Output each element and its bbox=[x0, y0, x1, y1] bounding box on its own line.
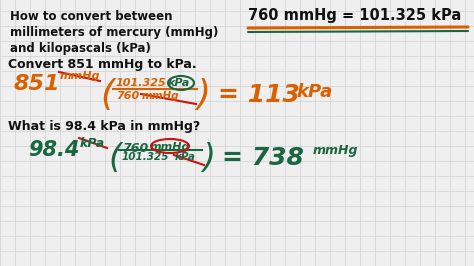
Text: 101.325: 101.325 bbox=[116, 78, 167, 88]
Text: 760 mmHg = 101.325 kPa: 760 mmHg = 101.325 kPa bbox=[248, 8, 461, 23]
Text: ): ) bbox=[202, 142, 215, 175]
Text: 101.325: 101.325 bbox=[122, 152, 170, 162]
Text: kPa: kPa bbox=[296, 83, 332, 101]
Text: kPa: kPa bbox=[168, 78, 190, 88]
Text: 760: 760 bbox=[116, 91, 139, 101]
Text: mmHg: mmHg bbox=[142, 91, 180, 101]
Text: mmHg: mmHg bbox=[313, 144, 358, 157]
Text: 98.4: 98.4 bbox=[28, 140, 79, 160]
Text: kPa: kPa bbox=[80, 137, 105, 150]
Text: What is 98.4 kPa in mmHg?: What is 98.4 kPa in mmHg? bbox=[8, 120, 200, 133]
Text: = 113: = 113 bbox=[218, 83, 300, 107]
Text: millimeters of mercury (mmHg): millimeters of mercury (mmHg) bbox=[10, 26, 219, 39]
Text: 851: 851 bbox=[14, 74, 61, 94]
Text: mmHg: mmHg bbox=[60, 71, 100, 81]
Text: Convert 851 mmHg to kPa.: Convert 851 mmHg to kPa. bbox=[8, 58, 197, 71]
Text: = 738: = 738 bbox=[222, 146, 304, 170]
Text: kPa: kPa bbox=[175, 152, 196, 162]
Text: and kilopascals (kPa): and kilopascals (kPa) bbox=[10, 42, 151, 55]
Text: 760: 760 bbox=[122, 142, 148, 155]
Text: ): ) bbox=[196, 78, 210, 112]
Text: (: ( bbox=[108, 142, 121, 175]
Text: How to convert between: How to convert between bbox=[10, 10, 173, 23]
Text: mmHg: mmHg bbox=[150, 142, 191, 152]
Text: (: ( bbox=[100, 78, 114, 112]
